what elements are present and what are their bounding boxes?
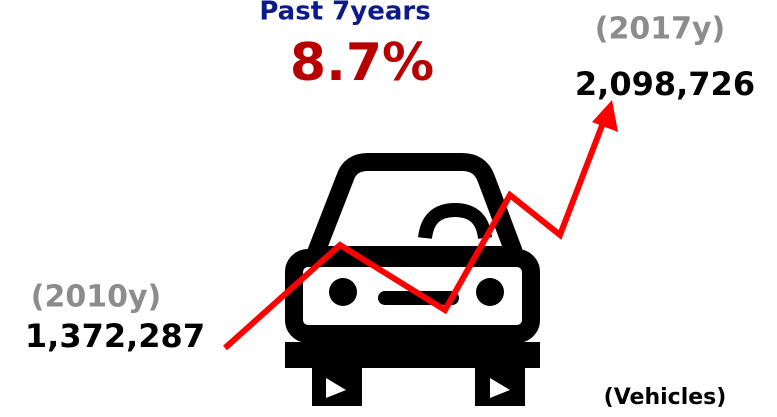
trend-arrow bbox=[592, 100, 618, 132]
headlight bbox=[476, 278, 504, 306]
headlight bbox=[329, 278, 357, 306]
start-value: 1,372,287 bbox=[25, 317, 205, 355]
unit-label: (Vehicles) bbox=[604, 385, 727, 410]
trend-line bbox=[222, 121, 606, 351]
car-icon bbox=[285, 153, 540, 406]
wheel-mark bbox=[326, 378, 346, 398]
growth-rate: 8.7% bbox=[290, 33, 434, 93]
end-year: (2017y) bbox=[595, 12, 725, 47]
start-year: (2010y) bbox=[31, 280, 161, 315]
car-roof bbox=[306, 153, 524, 264]
title: Past 7years bbox=[259, 0, 430, 27]
bumper bbox=[285, 342, 540, 368]
car-body bbox=[285, 249, 540, 343]
wheel-mark bbox=[490, 378, 510, 398]
end-value: 2,098,726 bbox=[575, 65, 755, 103]
car-window bbox=[418, 202, 492, 240]
